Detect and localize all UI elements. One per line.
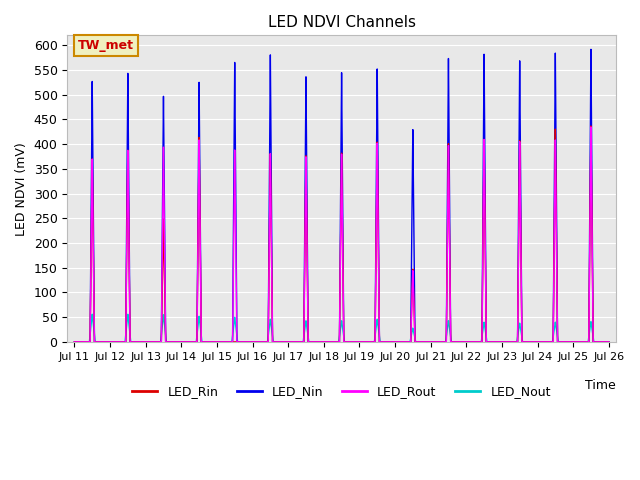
- LED_Rout: [311, 339, 319, 345]
- LED_Nout: [412, 338, 419, 344]
- LED_Rin: [412, 339, 419, 345]
- LED_Rin: [535, 339, 543, 345]
- LED_Nout: [598, 339, 605, 345]
- LED_Rin: [311, 339, 319, 345]
- LED_Nin: [587, 47, 595, 52]
- Y-axis label: LED NDVI (mV): LED NDVI (mV): [15, 142, 28, 236]
- LED_Nin: [70, 339, 78, 345]
- LED_Rout: [598, 339, 605, 345]
- Legend: LED_Rin, LED_Nin, LED_Rout, LED_Nout: LED_Rin, LED_Nin, LED_Rout, LED_Nout: [127, 380, 556, 403]
- LED_Rout: [587, 124, 595, 130]
- LED_Nout: [550, 331, 557, 337]
- Text: Time: Time: [585, 379, 616, 392]
- LED_Nout: [88, 312, 96, 317]
- LED_Nin: [311, 339, 319, 345]
- LED_Rin: [605, 339, 612, 345]
- LED_Rin: [587, 123, 595, 129]
- LED_Rout: [605, 339, 612, 345]
- LED_Rout: [70, 339, 78, 345]
- LED_Nin: [412, 339, 419, 345]
- LED_Nin: [605, 339, 612, 345]
- LED_Rin: [70, 339, 78, 345]
- LED_Nin: [598, 339, 605, 345]
- Line: LED_Rin: LED_Rin: [74, 126, 609, 342]
- Text: TW_met: TW_met: [78, 39, 134, 52]
- LED_Rout: [535, 339, 543, 345]
- Line: LED_Nout: LED_Nout: [74, 314, 609, 342]
- LED_Rout: [550, 302, 557, 308]
- LED_Nout: [535, 339, 543, 345]
- LED_Rout: [604, 339, 611, 345]
- Line: LED_Rout: LED_Rout: [74, 127, 609, 342]
- LED_Nout: [311, 339, 319, 345]
- LED_Rout: [412, 339, 419, 345]
- LED_Nout: [70, 339, 78, 345]
- LED_Nin: [604, 339, 611, 345]
- LED_Nout: [604, 339, 611, 345]
- LED_Nin: [550, 287, 557, 292]
- LED_Rin: [550, 300, 557, 306]
- LED_Rin: [598, 339, 605, 345]
- LED_Nin: [535, 339, 543, 345]
- LED_Nout: [605, 339, 612, 345]
- Line: LED_Nin: LED_Nin: [74, 49, 609, 342]
- LED_Rin: [604, 339, 611, 345]
- Title: LED NDVI Channels: LED NDVI Channels: [268, 15, 415, 30]
